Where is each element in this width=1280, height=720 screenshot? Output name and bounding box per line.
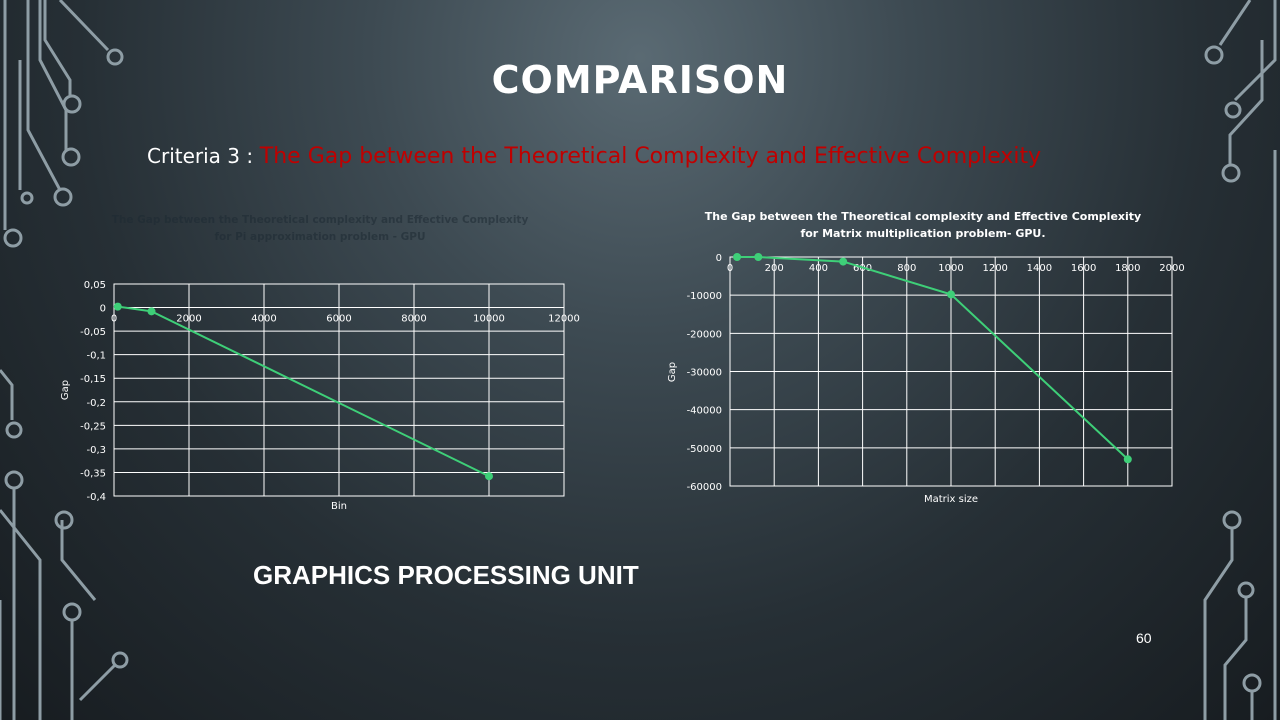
criteria-line: Criteria 3 : The Gap between the Theoret… (147, 144, 1041, 169)
y-tick-label: -60000 (687, 482, 722, 493)
x-tick-label: 10000 (473, 314, 505, 325)
y-tick-label: 0 (100, 304, 106, 315)
x-tick-label: 800 (897, 263, 916, 274)
x-tick-label: 1800 (1115, 263, 1140, 274)
data-point (147, 307, 156, 316)
x-tick-label: 400 (809, 263, 828, 274)
x-tick-label: 1200 (982, 263, 1007, 274)
x-axis-label: Matrix size (924, 494, 978, 505)
x-tick-label: 8000 (401, 314, 426, 325)
data-point (733, 253, 742, 261)
series-line (737, 256, 1129, 461)
series-line (117, 305, 490, 478)
data-point (485, 472, 493, 481)
x-tick-label: 1000 (938, 263, 963, 274)
y-tick-label: 0,05 (84, 280, 106, 291)
data-point (947, 290, 955, 299)
y-tick-label: -30000 (687, 368, 722, 379)
chart-title-line-2: for Matrix multiplication problem- GPU. (800, 227, 1045, 240)
x-tick-label: 200 (765, 263, 784, 274)
y-tick-label: -0,4 (86, 492, 106, 503)
criteria-text: The Gap between the Theoretical Complexi… (259, 144, 1042, 169)
chart-title-line-1: The Gap between the Theoretical complexi… (705, 210, 1141, 223)
y-axis-label: Gap (667, 362, 678, 382)
y-tick-label: -0,25 (80, 421, 106, 432)
x-tick-label: 12000 (548, 314, 580, 325)
chart-title-line-2: for Pi approximation problem - GPU (214, 231, 425, 243)
y-tick-label: -0,15 (80, 374, 106, 385)
y-tick-label: -10000 (687, 291, 722, 302)
y-tick-label: -50000 (687, 444, 722, 455)
y-tick-label: -0,1 (86, 351, 106, 362)
x-tick-label: 4000 (251, 314, 276, 325)
x-tick-label: 2000 (176, 314, 201, 325)
y-tick-label: -0,2 (86, 398, 106, 409)
x-tick-label: 1400 (1027, 263, 1052, 274)
data-point (839, 257, 848, 266)
data-point (113, 302, 122, 311)
x-tick-label: 1600 (1071, 263, 1096, 274)
footer-heading: GRAPHICS PROCESSING UNIT (253, 560, 639, 590)
y-tick-label: 0 (716, 253, 722, 264)
x-tick-label: 0 (111, 314, 117, 325)
slide-title: COMPARISON (491, 58, 789, 102)
y-tick-label: -0,35 (80, 468, 106, 479)
page-number: 60 (1136, 630, 1152, 646)
matrix-gap-chart: The Gap between the Theoretical complexi… (667, 210, 1185, 505)
y-tick-label: -0,3 (86, 445, 106, 456)
x-axis-label: Bin (331, 501, 347, 512)
y-axis-label: Gap (60, 380, 71, 400)
x-tick-label: 2000 (1159, 263, 1184, 274)
pi-gap-chart: The Gap between the Theoretical complexi… (60, 214, 580, 512)
y-tick-label: -20000 (687, 329, 722, 340)
data-point (754, 253, 763, 261)
x-tick-label: 0 (727, 263, 733, 274)
y-tick-label: -40000 (687, 406, 722, 417)
x-tick-label: 6000 (326, 314, 351, 325)
y-tick-label: -0,05 (80, 327, 106, 338)
data-point (1123, 455, 1132, 464)
criteria-label: Criteria 3 : (147, 144, 254, 168)
chart-title-line-1: The Gap between the Theoretical complexi… (112, 214, 529, 226)
